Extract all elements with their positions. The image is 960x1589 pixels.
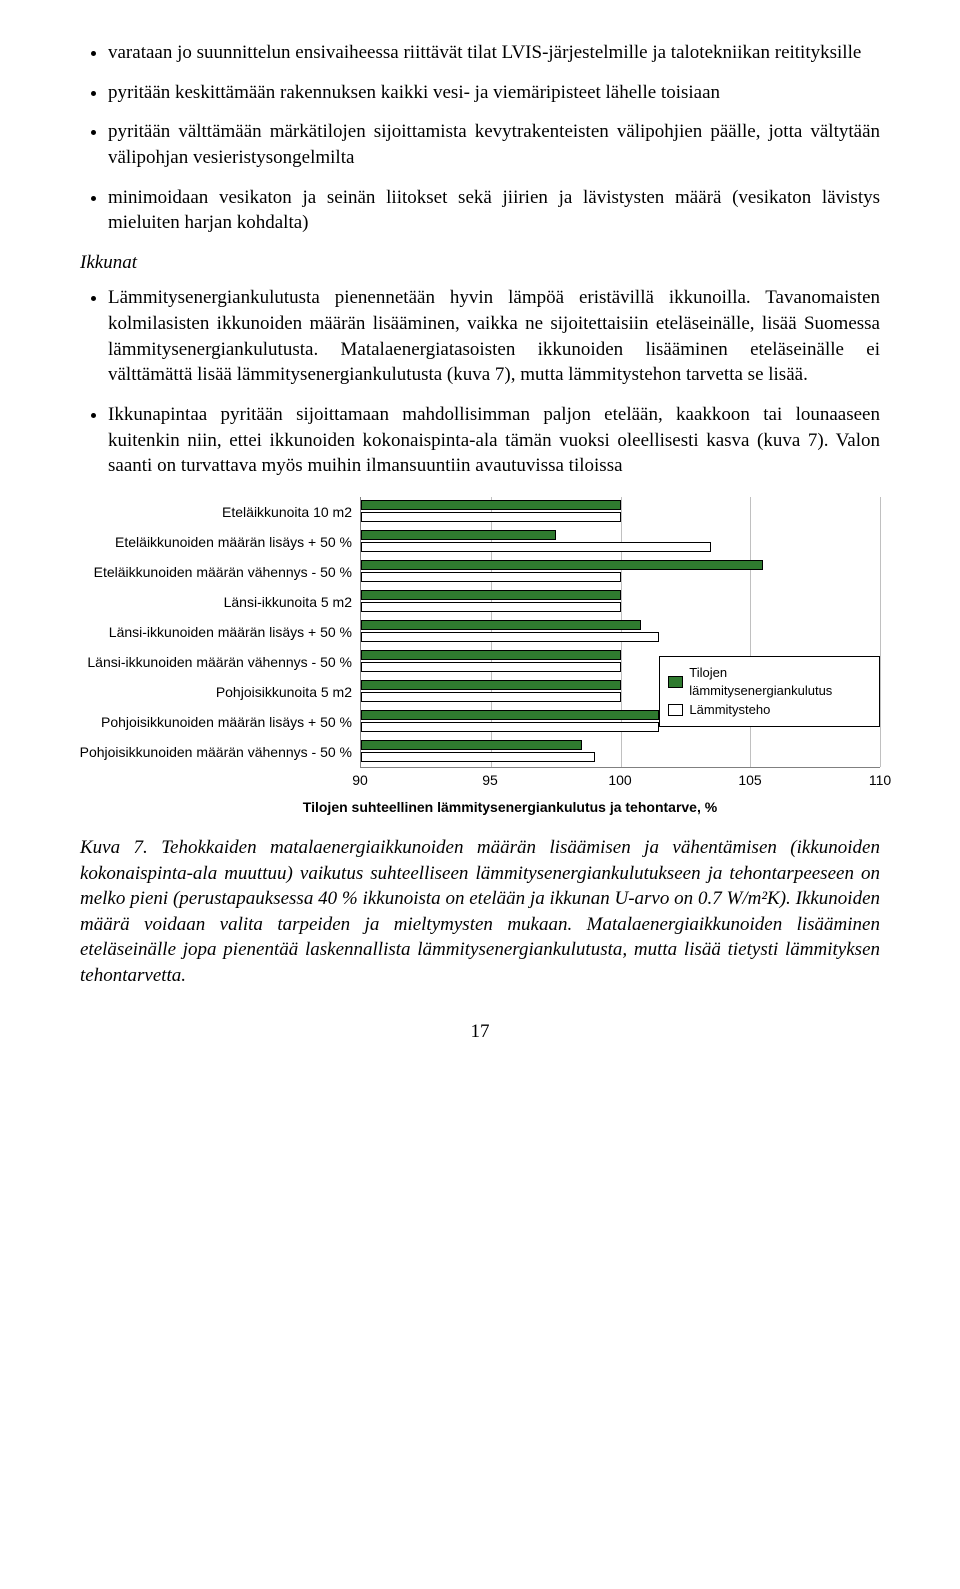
chart-row [361,587,880,617]
page-number: 17 [80,1019,880,1045]
chart-x-tick: 95 [482,771,498,790]
bullet-item: varataan jo suunnittelun ensivaiheessa r… [108,40,880,66]
legend-swatch [668,676,683,688]
legend-label: Lämmitysteho [689,701,770,719]
figure-caption: Kuva 7. Tehokkaiden matalaenergiaikkunoi… [80,835,880,989]
bullet-item: Ikkunapintaa pyritään sijoittamaan mahdo… [108,402,880,479]
chart-bar-energy [361,740,582,750]
figure-caption-body: Tehokkaiden matalaenergiaikkunoiden määr… [80,837,880,986]
bullet-item: minimoidaan vesikaton ja seinän liitokse… [108,185,880,236]
bullet-item: Lämmitysenergiankulutusta pienennetään h… [108,285,880,388]
bullet-item: pyritään välttämään märkätilojen sijoitt… [108,119,880,170]
chart-x-axis: 9095100105110 [360,768,880,790]
chart-legend-item: Tilojen lämmitysenergiankulutus [668,664,871,699]
chart-category-label: Pohjoisikkunoita 5 m2 [80,677,360,707]
legend-swatch [668,704,683,716]
bullet-item: pyritään keskittämään rakennuksen kaikki… [108,80,880,106]
chart-category-label: Eteläikkunoita 10 m2 [80,497,360,527]
chart-bar-energy [361,680,621,690]
chart-bar-power [361,512,621,522]
chart-row [361,737,880,767]
chart-x-axis-title: Tilojen suhteellinen lämmitysenergiankul… [110,798,910,817]
chart-bar-power [361,572,621,582]
chart-category-label: Länsi-ikkunoiden määrän lisäys + 50 % [80,617,360,647]
chart-row [361,557,880,587]
chart-bar-power [361,692,621,702]
chart-bar-energy [361,560,763,570]
chart-bar-energy [361,530,556,540]
chart-bar-energy [361,710,659,720]
bullet-list-top: varataan jo suunnittelun ensivaiheessa r… [80,40,880,236]
chart-category-label: Eteläikkunoiden määrän lisäys + 50 % [80,527,360,557]
chart-category-label: Länsi-ikkunoiden määrän vähennys - 50 % [80,647,360,677]
window-energy-chart: Eteläikkunoita 10 m2Eteläikkunoiden määr… [80,497,880,817]
chart-x-tick: 105 [738,771,761,790]
chart-bar-energy [361,620,641,630]
chart-category-label: Eteläikkunoiden määrän vähennys - 50 % [80,557,360,587]
chart-bar-power [361,662,621,672]
chart-row [361,617,880,647]
chart-plot-area: Tilojen lämmitysenergiankulutus Lämmityst… [360,497,880,768]
chart-bar-power [361,632,659,642]
chart-bar-power [361,722,659,732]
chart-category-label: Pohjoisikkunoiden määrän vähennys - 50 % [80,737,360,767]
chart-row [361,497,880,527]
chart-category-column: Eteläikkunoita 10 m2Eteläikkunoiden määr… [80,497,360,768]
section-heading-ikkunat: Ikkunat [80,250,880,276]
chart-category-label: Länsi-ikkunoita 5 m2 [80,587,360,617]
chart-bar-energy [361,500,621,510]
bullet-list-ikkunat: Lämmitysenergiankulutusta pienennetään h… [80,285,880,478]
chart-legend: Tilojen lämmitysenergiankulutus Lämmityst… [659,656,880,727]
chart-row [361,527,880,557]
chart-bar-power [361,752,595,762]
chart-x-tick: 110 [869,771,891,790]
chart-bar-energy [361,650,621,660]
figure-caption-lead: Kuva 7. [80,837,148,858]
legend-label: Tilojen lämmitysenergiankulutus [689,664,871,699]
chart-bar-energy [361,590,621,600]
chart-category-label: Pohjoisikkunoiden määrän lisäys + 50 % [80,707,360,737]
chart-bar-power [361,602,621,612]
chart-x-tick: 100 [608,771,631,790]
chart-x-tick: 90 [352,771,368,790]
chart-bar-power [361,542,711,552]
chart-legend-item: Lämmitysteho [668,701,871,719]
